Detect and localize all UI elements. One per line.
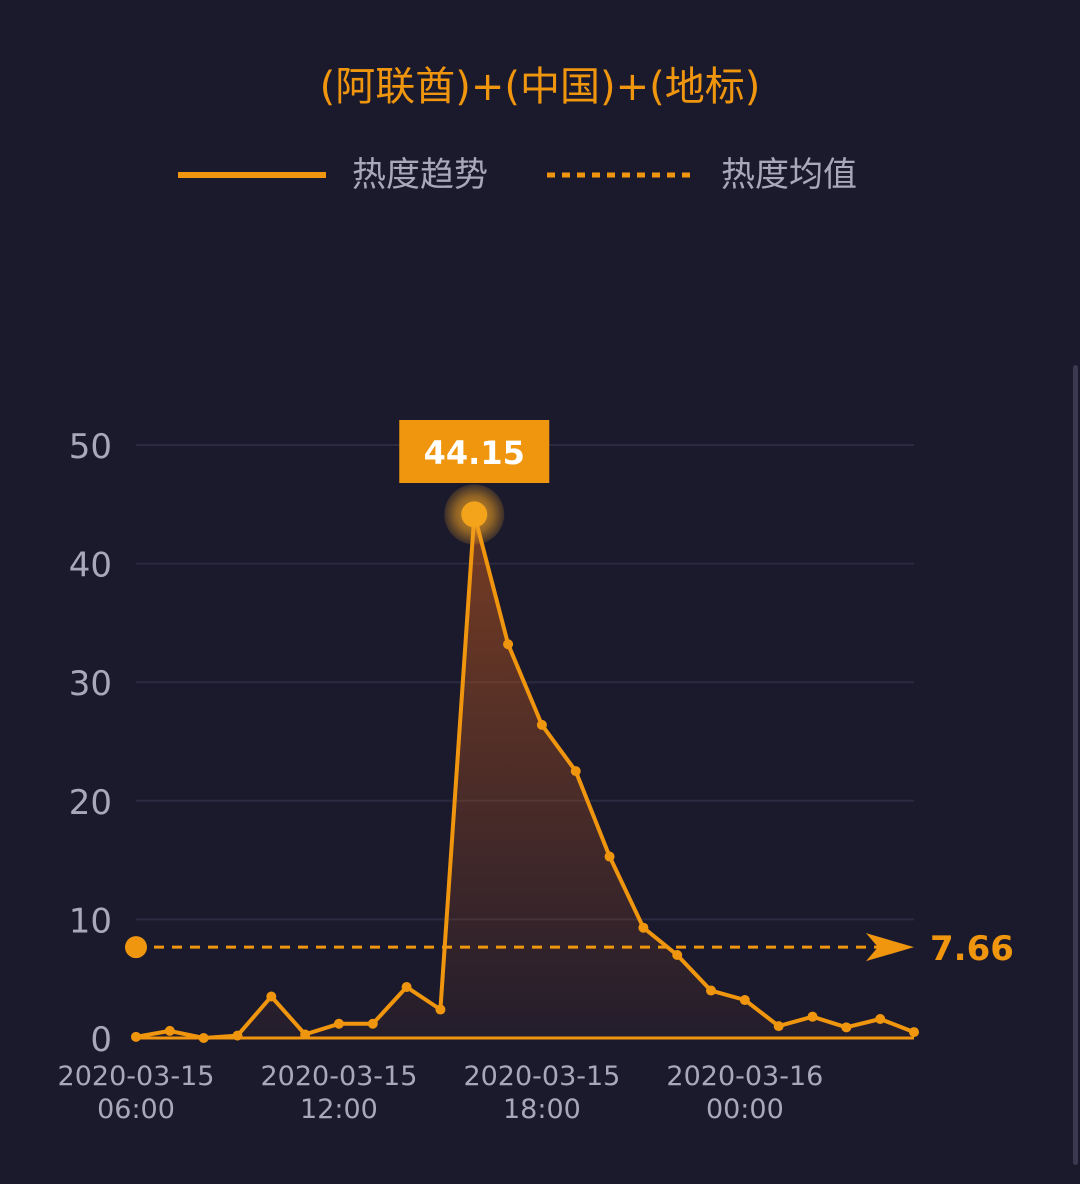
data-point: [604, 851, 615, 862]
trend-series: [135, 512, 915, 1040]
data-point: [164, 1025, 175, 1036]
y-axis: 0 10 20 30 40 50: [69, 427, 112, 1060]
data-point: [536, 719, 547, 730]
data-point: [232, 1030, 243, 1041]
data-point: [638, 922, 649, 933]
average-line-group: 7.66: [125, 929, 1014, 969]
legend: 热度趋势 热度均值: [178, 155, 857, 195]
data-point: [672, 949, 683, 960]
data-point: [367, 1018, 378, 1029]
data-point: [266, 991, 277, 1002]
y-tick-label: 0: [90, 1020, 112, 1060]
data-point: [706, 985, 717, 996]
data-point: [875, 1014, 886, 1025]
chart-title: (阿联酋)+(中国)+(地标): [320, 64, 761, 110]
x-axis: 2020-03-1506:002020-03-1512:002020-03-15…: [58, 1061, 824, 1125]
data-point: [909, 1027, 919, 1038]
data-point: [841, 1022, 852, 1033]
data-points: [131, 639, 919, 1043]
data-point: [300, 1029, 311, 1040]
x-tick-label-date: 2020-03-16: [666, 1061, 823, 1092]
peak-value-label: 44.15: [424, 434, 525, 472]
peak-callout: 44.15: [399, 420, 550, 545]
data-point: [570, 766, 581, 777]
y-tick-label: 50: [69, 427, 112, 467]
data-point: [131, 1031, 141, 1042]
x-tick-label-time: 00:00: [706, 1094, 784, 1125]
data-point: [333, 1018, 344, 1029]
area-fill: [136, 514, 914, 1038]
y-tick-label: 30: [69, 664, 112, 704]
data-point: [401, 982, 412, 993]
y-tick-label: 40: [69, 546, 112, 586]
trend-line: [135, 512, 915, 1040]
x-tick-label-time: 06:00: [97, 1094, 175, 1125]
data-point: [503, 639, 514, 650]
y-tick-label: 10: [69, 901, 112, 941]
average-value-label: 7.66: [930, 929, 1014, 969]
data-point: [198, 1033, 209, 1043]
average-start-dot: [125, 936, 147, 959]
x-tick-label-time: 18:00: [503, 1094, 581, 1125]
data-point: [435, 1004, 446, 1015]
data-point: [739, 995, 750, 1006]
y-tick-label: 20: [69, 783, 112, 823]
scrollbar[interactable]: [1073, 365, 1078, 1165]
data-point: [807, 1011, 818, 1022]
x-tick-label-date: 2020-03-15: [463, 1061, 620, 1092]
legend-label-average: 热度均值: [721, 155, 857, 195]
data-point: [773, 1021, 784, 1032]
x-tick-label-time: 12:00: [300, 1094, 378, 1125]
legend-label-trend: 热度趋势: [352, 155, 488, 195]
trend-area: [136, 514, 914, 1038]
x-tick-label-date: 2020-03-15: [260, 1061, 417, 1092]
peak-label-box: [399, 420, 550, 483]
average-arrow-icon: [866, 933, 914, 962]
peak-point: [461, 501, 488, 528]
x-tick-label-date: 2020-03-15: [58, 1061, 215, 1092]
